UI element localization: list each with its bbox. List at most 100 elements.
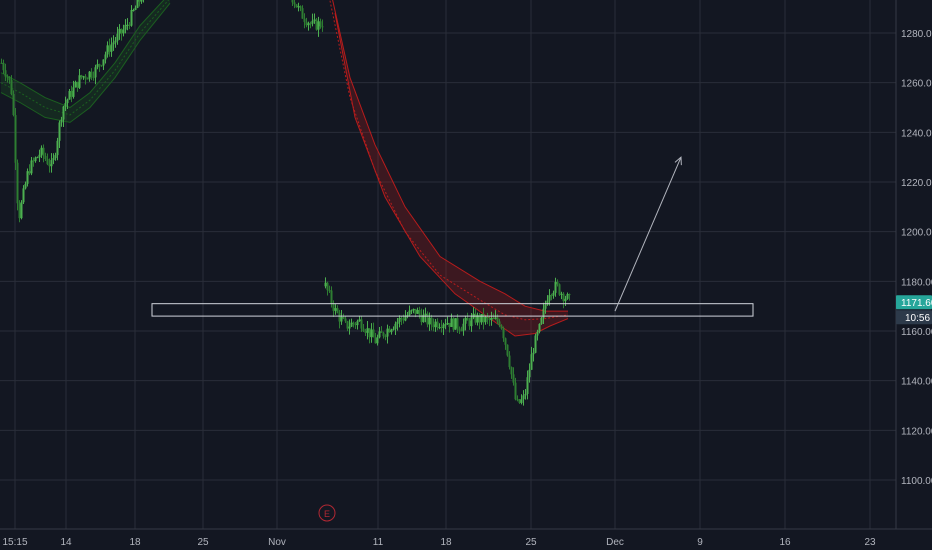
candle-body [303, 18, 306, 22]
candle-body [370, 329, 373, 338]
y-axis[interactable]: 1100.00 1120.00 1140.00 1160.00 1180.00 1200.… [901, 29, 932, 487]
candle-body [542, 308, 545, 318]
candle-body [520, 399, 523, 403]
candle-body [8, 76, 11, 81]
candle-body [564, 298, 567, 302]
last-price-badge: 1171.60 [896, 295, 932, 310]
chart-grid [0, 0, 896, 529]
candle-body [28, 171, 31, 174]
candle-body [356, 321, 359, 326]
candle-body [376, 337, 379, 344]
candle-body [532, 352, 535, 355]
candle-body [22, 188, 25, 203]
support-zone-rectangle[interactable] [151, 303, 754, 317]
chart-annotations[interactable] [151, 156, 754, 317]
candle-body [80, 75, 83, 78]
candle-body [301, 8, 304, 19]
candle-body [110, 44, 113, 52]
candle-body [94, 67, 97, 78]
candle-body [478, 315, 481, 323]
candle-body [12, 94, 15, 116]
candle-body [2, 62, 5, 71]
candle-body [62, 106, 65, 120]
candle-body [326, 282, 329, 291]
x-axis[interactable]: 15:15 14 18 25 Nov 11 18 25 Dec 9 16 23 [2, 537, 876, 548]
candle-body [6, 76, 9, 78]
candle-body [297, 6, 300, 8]
event-label: E [324, 509, 330, 519]
candle-body [466, 317, 469, 321]
x-tick-label: 11 [373, 537, 384, 548]
candle-body [112, 42, 115, 45]
candle-body [384, 336, 387, 338]
candle-body [74, 81, 77, 88]
candle-body [492, 317, 495, 319]
candle-body [562, 293, 565, 302]
candle-body [78, 75, 81, 88]
candle-body [14, 115, 17, 163]
candle-body [100, 65, 103, 67]
candle-body [438, 327, 441, 329]
candle-body [120, 28, 123, 34]
candle-body [134, 7, 137, 10]
candle-body [442, 324, 445, 328]
candle-body [70, 90, 73, 97]
x-tick-label: 14 [60, 537, 72, 548]
candle-body [482, 313, 485, 323]
candle-body [418, 309, 421, 315]
candle-body [516, 399, 519, 401]
candle-body [4, 70, 7, 77]
projection-arrow-head[interactable] [674, 156, 682, 166]
candle-body [317, 21, 320, 30]
y-tick-label: 1280.00 [901, 29, 932, 40]
candle-body [90, 71, 93, 78]
candle-body [136, 0, 139, 8]
candle-body [299, 6, 302, 9]
candle-body [462, 323, 465, 331]
candle-body [432, 324, 435, 328]
candle-body [368, 328, 371, 338]
candle-body [66, 99, 69, 104]
candle-body [40, 147, 43, 155]
candle-body [504, 338, 507, 345]
candle-body [58, 122, 61, 141]
candle-body [500, 325, 503, 329]
candle-body [428, 317, 431, 325]
candle-body [46, 159, 49, 165]
candle-body [340, 316, 343, 322]
candle-body [534, 335, 537, 353]
candle-body [420, 314, 423, 323]
candle-body [556, 281, 559, 285]
ribbon-fill-red [332, 0, 568, 336]
candle-body [354, 323, 357, 326]
candle-body [402, 319, 405, 321]
candle-body [372, 329, 375, 338]
x-tick-label: 18 [440, 537, 452, 548]
x-tick-label: Nov [268, 537, 286, 548]
candle-body [321, 26, 324, 28]
candle-body [358, 319, 361, 322]
candle-body [102, 59, 105, 66]
candle-body [352, 322, 355, 324]
candle-body [82, 76, 85, 78]
candle-body [554, 281, 557, 293]
candle-body [408, 310, 411, 316]
candle-body [452, 318, 455, 330]
candle-body [386, 328, 389, 337]
x-tick-label: 25 [197, 537, 209, 548]
projection-arrow[interactable] [614, 156, 682, 312]
earnings-event-marker[interactable]: E [318, 504, 336, 522]
candle-body [350, 322, 353, 327]
candle-body [548, 295, 551, 301]
candle-body [388, 328, 391, 333]
candle-body [18, 203, 21, 219]
candle-body [436, 321, 439, 328]
ribbon-mid-red [329, 0, 569, 321]
ribbon-mid-green [0, 0, 170, 116]
candle-body [498, 321, 501, 326]
candle-body [458, 328, 461, 331]
candle-body [456, 318, 459, 329]
candle-body [38, 154, 41, 158]
candle-body [128, 24, 131, 26]
